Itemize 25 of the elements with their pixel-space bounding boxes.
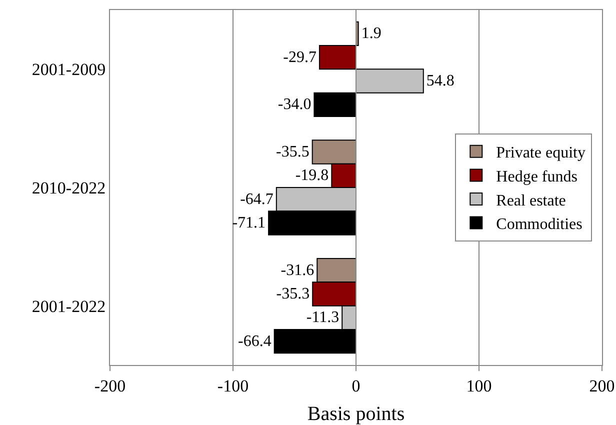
legend-label: Hedge funds (496, 168, 578, 186)
data-label: -31.6 (280, 262, 314, 279)
x-tick-label: -100 (217, 376, 249, 396)
legend-label: Private equity (496, 144, 586, 162)
data-label: -29.7 (283, 48, 316, 66)
legend-label: Commodities (496, 216, 582, 234)
x-axis-title: Basis points (307, 403, 405, 425)
y-tick-label: 2001-2009 (32, 60, 106, 80)
x-tick-label: 0 (352, 376, 360, 396)
x-tick-label: -200 (94, 376, 126, 396)
data-label: -66.4 (238, 332, 272, 350)
x-tick-label: 100 (466, 376, 492, 396)
data-label: -34.0 (278, 96, 312, 114)
x-tick-label: 200 (589, 376, 615, 396)
y-tick-label: 2001-2022 (32, 296, 106, 316)
data-label: -35.5 (276, 144, 310, 160)
data-label: -19.8 (295, 167, 329, 184)
data-label: 1.9 (361, 25, 382, 42)
y-tick-label: 2010-2022 (32, 178, 106, 198)
data-label: -11.3 (306, 309, 340, 326)
data-label: -71.1 (232, 214, 266, 232)
data-label: 54.8 (426, 72, 454, 90)
data-label: -35.3 (276, 286, 310, 302)
legend-label: Real estate (496, 192, 566, 210)
data-label: -64.7 (240, 190, 274, 208)
